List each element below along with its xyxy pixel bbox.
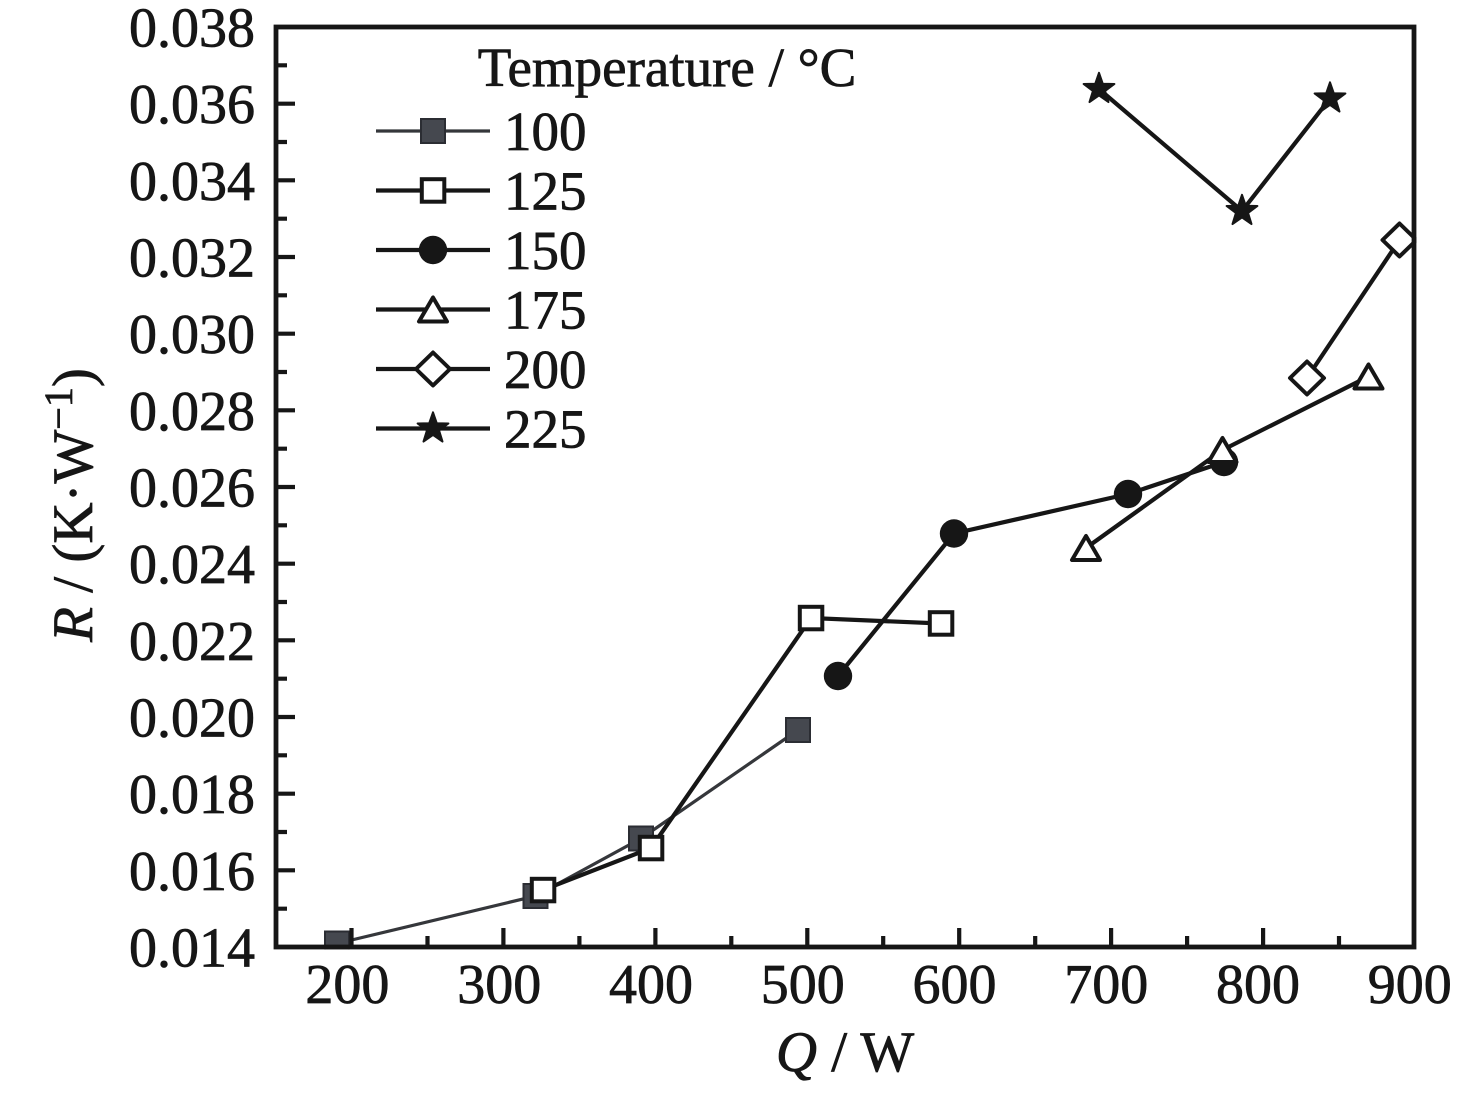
svg-text:0.032: 0.032 [129, 228, 255, 290]
svg-text:175: 175 [504, 280, 587, 341]
svg-text:0.030: 0.030 [129, 304, 255, 366]
svg-text:Temperature / °C: Temperature / °C [478, 37, 857, 98]
svg-text:0.020: 0.020 [129, 688, 255, 750]
svg-text:0.024: 0.024 [129, 534, 255, 596]
svg-text:0.028: 0.028 [129, 381, 255, 443]
svg-text:100: 100 [504, 101, 587, 162]
svg-text:0.016: 0.016 [129, 841, 255, 903]
svg-text:400: 400 [609, 954, 693, 1016]
svg-text:0.018: 0.018 [129, 764, 255, 826]
svg-text:0.036: 0.036 [129, 74, 255, 136]
svg-text:0.014: 0.014 [129, 918, 255, 980]
svg-text:Q / W: Q / W [776, 1021, 914, 1084]
svg-text:700: 700 [1064, 954, 1148, 1016]
svg-text:600: 600 [913, 954, 997, 1016]
svg-text:200: 200 [504, 339, 587, 400]
svg-text:500: 500 [761, 954, 845, 1016]
svg-text:225: 225 [504, 399, 587, 460]
svg-text:900: 900 [1368, 954, 1452, 1016]
svg-text:0.022: 0.022 [129, 611, 255, 673]
svg-text:200: 200 [305, 954, 389, 1016]
svg-text:0.026: 0.026 [129, 458, 255, 520]
svg-text:800: 800 [1216, 954, 1300, 1016]
svg-text:0.034: 0.034 [129, 151, 255, 213]
svg-text:125: 125 [504, 161, 587, 222]
svg-text:0.038: 0.038 [129, 0, 255, 60]
svg-text:150: 150 [504, 220, 587, 281]
svg-text:300: 300 [457, 954, 541, 1016]
